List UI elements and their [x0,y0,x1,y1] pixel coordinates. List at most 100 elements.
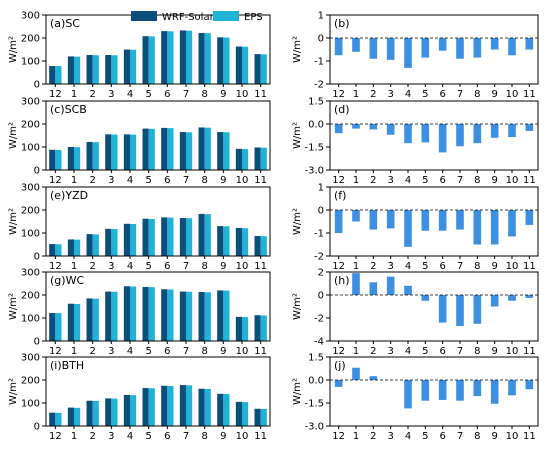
bar-wrf [235,401,242,426]
y-tick-label: 1 [318,11,324,22]
bar-difference [525,210,534,225]
x-tick-label: 8 [474,175,480,186]
bar-eps [74,147,81,170]
bar-wrf [217,132,224,170]
x-tick-label: 9 [220,346,226,357]
x-tick-label: 3 [387,346,393,357]
bar-difference [369,124,378,130]
panel-tag: (j) [334,359,346,372]
x-tick-label: 10 [236,431,249,442]
x-tick-label: 12 [49,89,62,100]
x-tick-label: 11 [523,346,536,357]
bar-difference [490,124,499,138]
bar-wrf [254,408,261,426]
y-axis-label: W/m² [292,36,303,63]
x-tick-label: 12 [332,175,345,186]
y-tick-label: 0 [318,34,324,45]
x-tick-label: 9 [491,261,497,272]
bar-wrf [105,228,112,256]
bar-eps [74,239,81,256]
bar-difference [404,380,412,409]
bar-wrf [179,218,186,256]
bar-difference [386,276,395,295]
bar-difference [508,295,516,301]
x-tick-label: 8 [201,346,207,357]
x-tick-label: 8 [201,89,207,100]
panel-tag: (d) [334,103,350,116]
bar-eps [92,142,99,170]
bar-wrf [49,412,56,426]
x-tick-label: 4 [405,175,411,186]
bar-eps [223,132,230,170]
bar-difference [421,210,430,231]
bar-eps [260,315,267,341]
bar-wrf [142,388,149,426]
bar-eps [167,217,174,256]
bar-wrf [67,407,74,426]
x-tick-label: 6 [164,346,170,357]
y-tick-label: 1 [318,183,324,194]
legend-label-wrf: WRF-Solar [162,12,215,23]
x-tick-label: 6 [164,261,170,272]
bar-wrf [49,312,56,341]
bar-difference [473,295,482,324]
bar-difference [369,282,378,295]
bar-eps [55,149,62,170]
x-tick-label: 9 [491,346,497,357]
bar-eps [148,388,155,426]
x-tick-label: 4 [405,261,411,272]
y-axis-label: W/m² [292,293,303,320]
x-tick-label: 1 [71,261,77,272]
plot-frame [329,356,539,427]
bar-eps [223,226,230,256]
y-tick-label: 100 [21,399,40,410]
bar-eps [130,134,137,170]
y-tick-label: 0 [34,80,40,91]
x-tick-label: 10 [236,89,249,100]
bar-eps [55,66,62,84]
bar-eps [242,317,249,341]
bar-wrf [161,385,168,426]
bar-difference [438,124,447,153]
x-tick-label: 6 [164,89,170,100]
panel-tag: (c)SCB [50,103,87,116]
bar-wrf [198,213,205,256]
bar-wrf [254,54,261,84]
x-tick-label: 12 [49,346,62,357]
x-tick-label: 1 [71,346,77,357]
x-tick-label: 3 [387,431,393,442]
x-tick-label: 3 [108,346,114,357]
y-tick-label: -3.0 [304,166,324,177]
bar-difference [490,38,499,50]
bar-eps [92,298,99,341]
x-tick-label: 5 [145,431,151,442]
bar-difference [352,273,360,295]
x-tick-label: 9 [220,261,226,272]
x-tick-label: 9 [220,89,226,100]
bar-eps [148,218,155,256]
x-tick-label: 1 [353,175,359,186]
panel-6: 10-1-212 1 2 3 4 5 6 7 8 9 10 11W/m²(f) [292,183,539,272]
bar-wrf [67,147,74,170]
panel-2: 10-1-212 1 2 3 4 5 6 7 8 9 10 11W/m²(b) [292,11,539,100]
panel-tag: (a)SC [50,17,80,30]
bar-wrf [217,290,224,341]
bar-difference [456,124,464,147]
x-tick-label: 10 [506,175,519,186]
bar-eps [148,128,155,170]
bar-eps [130,286,137,341]
y-tick-label: 300 [21,353,40,364]
y-tick-label: 0.0 [308,120,324,131]
y-tick-label: 300 [21,11,40,22]
x-tick-label: 2 [370,261,376,272]
x-tick-label: 9 [220,431,226,442]
bar-difference [386,38,395,60]
bar-eps [260,147,267,170]
x-tick-label: 5 [145,261,151,272]
bar-eps [260,54,267,84]
panel-tag: (e)YZD [50,189,88,202]
bar-wrf [86,234,93,256]
x-tick-label: 12 [49,431,62,442]
x-tick-label: 2 [89,89,95,100]
bar-difference [525,38,534,50]
